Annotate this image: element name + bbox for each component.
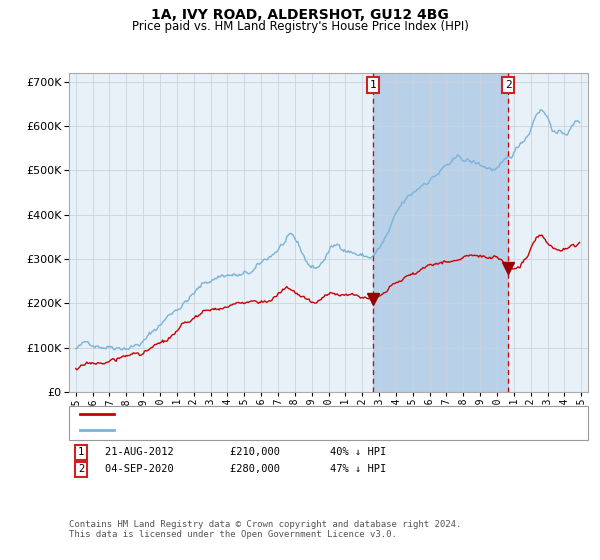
Text: 1: 1 — [370, 80, 376, 90]
Text: HPI: Average price, detached house, Rushmoor: HPI: Average price, detached house, Rush… — [119, 425, 394, 435]
Text: 2: 2 — [505, 80, 512, 90]
Text: Price paid vs. HM Land Registry's House Price Index (HPI): Price paid vs. HM Land Registry's House … — [131, 20, 469, 32]
Text: Contains HM Land Registry data © Crown copyright and database right 2024.
This d: Contains HM Land Registry data © Crown c… — [69, 520, 461, 539]
Text: 1A, IVY ROAD, ALDERSHOT, GU12 4BG: 1A, IVY ROAD, ALDERSHOT, GU12 4BG — [151, 8, 449, 22]
Text: 21-AUG-2012         £210,000        40% ↓ HPI: 21-AUG-2012 £210,000 40% ↓ HPI — [105, 447, 386, 458]
Text: 1A, IVY ROAD, ALDERSHOT, GU12 4BG (detached house): 1A, IVY ROAD, ALDERSHOT, GU12 4BG (detac… — [119, 409, 431, 419]
Text: 04-SEP-2020         £280,000        47% ↓ HPI: 04-SEP-2020 £280,000 47% ↓ HPI — [105, 464, 386, 474]
Text: 1: 1 — [78, 447, 84, 458]
Bar — [373, 73, 508, 392]
Text: 2: 2 — [78, 464, 84, 474]
